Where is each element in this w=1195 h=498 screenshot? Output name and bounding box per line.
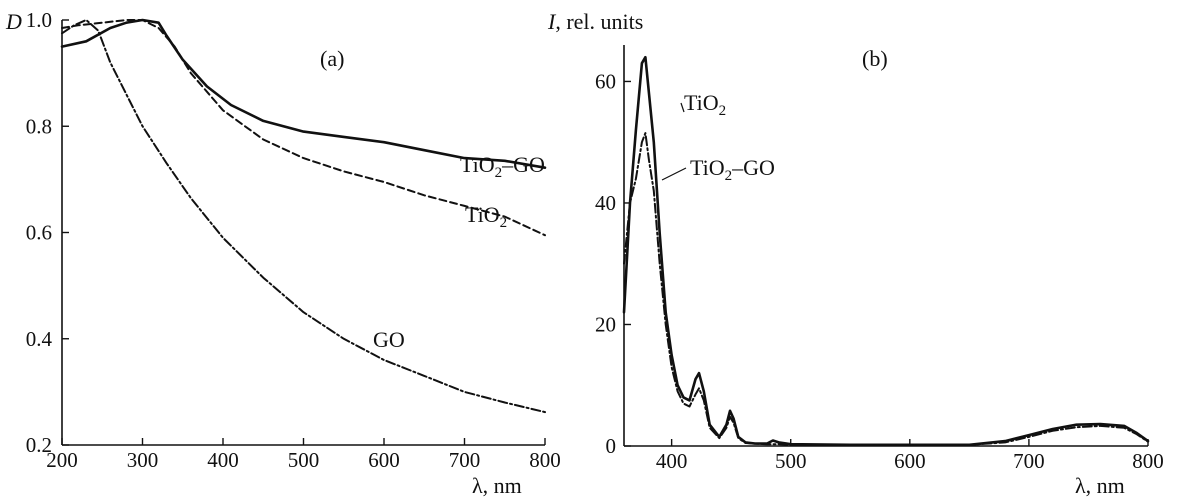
panel-a-series-label: TiO2 — [465, 202, 507, 231]
panel-b-y-tick-label: 60 — [595, 69, 616, 93]
panel-b-y-axis-title: I, rel. units — [547, 9, 643, 34]
panel-a-x-tick-label: 800 — [529, 448, 561, 472]
panel-b-x-tick-label: 700 — [1013, 449, 1045, 473]
panel-a-y-axis-title: D — [5, 9, 22, 34]
panel-b-x-tick-label: 500 — [775, 449, 807, 473]
panel-a-x-tick-label: 500 — [288, 448, 320, 472]
panel-b-chart: I, rel. units (b) λ, nm 400 500 600 700 800 0… — [547, 9, 1164, 498]
panel-b-y-tick-label: 0 — [606, 434, 617, 458]
panel-a-series-label: TiO2–GO — [460, 152, 545, 181]
panel-a-series-line-tio — [61, 19, 546, 237]
panel-b-x-tick-label: 600 — [894, 449, 926, 473]
panel-a-axes: 200 300 400 500 600 700 800 0.2 0.4 0.6 0.8 1.0 — [26, 8, 561, 472]
panel-a-series-group — [60, 18, 547, 414]
panel-b-x-axis-title: λ, nm — [1075, 473, 1125, 498]
panel-b-series-label: TiO2–GO — [690, 155, 775, 184]
panel-a-series-label: GO — [373, 327, 405, 352]
panel-a-x-tick-label: 300 — [127, 448, 159, 472]
panel-b-y-tick-label: 20 — [595, 312, 616, 336]
panel-a-series-labels: TiO2–GO TiO2 GO — [373, 152, 545, 352]
panel-a-x-tick-label: 200 — [46, 448, 78, 472]
panel-b-label: (b) — [862, 46, 888, 71]
panel-b-series-label: TiO2 — [684, 90, 726, 119]
panel-a-y-tick-label: 1.0 — [26, 8, 52, 32]
panel-b-series-label-leader — [661, 167, 687, 181]
panel-a-x-axis-title: λ, nm — [472, 473, 522, 498]
panel-b-series-label-leader — [680, 102, 685, 113]
panel-a-y-tick-label: 0.4 — [26, 327, 53, 351]
panel-a-x-tick-label: 600 — [368, 448, 400, 472]
panel-a-x-tick-label: 700 — [449, 448, 481, 472]
panel-b-series-line-tio-go — [623, 132, 1149, 446]
panel-b-series-group — [622, 55, 1150, 447]
panel-b-x-tick-label: 400 — [656, 449, 688, 473]
panel-a-y-tick-label: 0.2 — [26, 433, 52, 457]
panel-a-chart: D (a) λ, nm 200 300 400 500 600 700 800 0.2 0.4 0… — [5, 8, 561, 498]
panel-a-y-tick-label: 0.6 — [26, 221, 52, 245]
panel-a-x-tick-label: 400 — [207, 448, 239, 472]
panel-b-axes: 400 500 600 700 800 0 20 40 60 — [595, 45, 1164, 473]
panel-b-series-labels: TiO2 TiO2–GO — [684, 90, 775, 184]
panel-b-series-line-tio — [622, 55, 1150, 447]
panel-a-y-tick-label: 0.8 — [26, 114, 52, 138]
panel-a-series-line-tio-go — [60, 18, 547, 169]
panel-b-x-tick-label: 800 — [1132, 449, 1164, 473]
panel-a-label: (a) — [320, 46, 344, 71]
panel-b-y-tick-label: 40 — [595, 191, 616, 215]
panel-a-series-line-go — [61, 19, 546, 414]
